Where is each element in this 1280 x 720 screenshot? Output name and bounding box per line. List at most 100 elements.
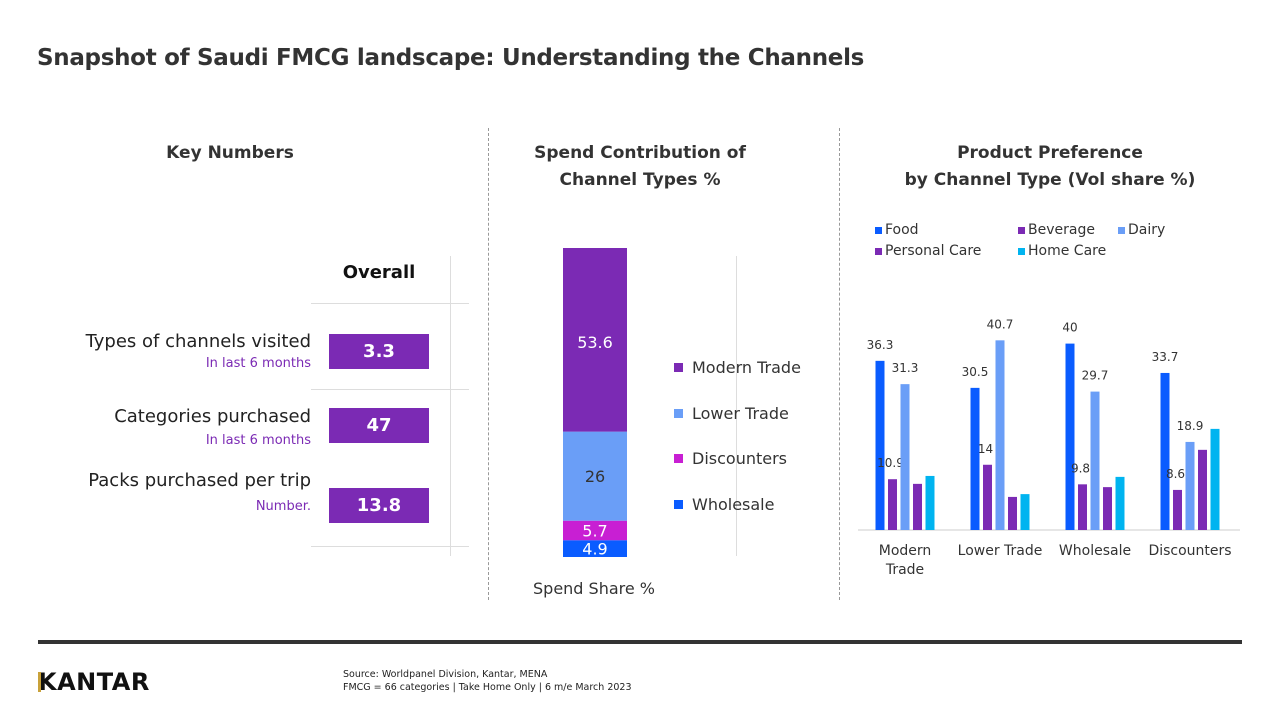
legend-swatch [674, 454, 683, 464]
source-line: FMCG = 66 categories | Take Home Only | … [343, 682, 632, 693]
footer-rule [38, 640, 1242, 644]
spend-bar-segment [563, 431, 627, 521]
bar-dairy [1090, 391, 1100, 530]
bar-personal-care [1008, 496, 1017, 530]
section-divider [839, 128, 840, 600]
bar-food [875, 360, 885, 530]
x-tick-label: Modern [879, 543, 932, 559]
legend-label: Beverage [1028, 222, 1095, 238]
spend-xlabel: Spend Share % [533, 579, 655, 598]
spend-data-label: 53.6 [577, 333, 613, 352]
key-number-label: Types of channels visited [85, 331, 311, 352]
row-divider [311, 546, 469, 547]
legend-item: Lower Trade [674, 391, 801, 437]
bar-dairy [1185, 441, 1195, 530]
overall-header: Overall [342, 262, 416, 283]
legend-item: Dairy [1118, 222, 1165, 238]
legend-label: Home Care [1028, 243, 1107, 259]
key-number-value: 3.3 [329, 334, 429, 369]
bar-data-label: 9.8 [1071, 461, 1090, 475]
spend-bar-segment [563, 248, 627, 432]
bar-data-label: 14 [978, 442, 993, 456]
bar-personal-care [1103, 487, 1112, 530]
bar-food [970, 387, 980, 530]
spend-chart-title-line: Spend Contribution of [534, 143, 746, 163]
bar-data-label: 36.3 [867, 338, 894, 352]
key-number-sublabel: In last 6 months [205, 433, 311, 448]
x-tick-label: Wholesale [1059, 543, 1131, 559]
key-number-value: 47 [329, 408, 429, 443]
spend-bar-segment [563, 540, 627, 557]
logo-accent [38, 672, 41, 692]
bar-beverage [983, 464, 992, 530]
key-number-label: Categories purchased [114, 406, 311, 427]
bar-data-label: 8.6 [1166, 467, 1185, 481]
legend-label: Discounters [692, 449, 787, 469]
legend-swatch [1018, 226, 1025, 234]
legend-swatch [674, 363, 683, 373]
legend-swatch [875, 226, 882, 234]
bar-data-label: 10.9 [877, 456, 904, 470]
legend-label: Modern Trade [692, 358, 801, 378]
x-tick-label: Discounters [1148, 543, 1231, 559]
legend-swatch [1118, 226, 1125, 234]
section-divider [488, 128, 489, 600]
legend-item: Personal Care [875, 243, 981, 259]
bar-home-care [1210, 428, 1220, 530]
legend-item: Beverage [1018, 222, 1095, 238]
product-bar-chart: 36.3 10.9 31.3 Modern Trade 30.5 14 40.7 Lower T… [858, 317, 1240, 578]
row-divider [311, 389, 469, 390]
legend-item: Discounters [674, 436, 801, 482]
legend-item: Wholesale [674, 482, 801, 528]
bar-data-label: 31.3 [892, 361, 919, 375]
product-chart-title-line: Product Preference [957, 143, 1143, 163]
bar-personal-care [1198, 449, 1207, 530]
spend-stacked-bar-chart: 4.95.7 26 53.6 [563, 248, 627, 559]
table-divider [450, 256, 451, 556]
bar-dairy [995, 340, 1005, 530]
legend-label: Wholesale [692, 494, 775, 514]
legend-label: Food [885, 222, 919, 238]
key-number-label: Packs purchased per trip [88, 470, 311, 491]
legend-item: Modern Trade [674, 345, 801, 391]
spend-chart-title-line: Channel Types % [559, 170, 721, 190]
legend-swatch [875, 247, 882, 255]
bar-home-care [1020, 494, 1030, 530]
bar-home-care [1115, 476, 1125, 530]
legend-swatch [1018, 247, 1025, 255]
bar-food [1160, 372, 1170, 530]
source-line: Source: Worldpanel Division, Kantar, MEN… [343, 669, 548, 680]
legend-label: Dairy [1128, 222, 1166, 238]
kantar-logo: KANTAR [38, 668, 150, 696]
x-tick-label: Trade [885, 562, 924, 578]
product-chart-title-line: by Channel Type (Vol share %) [904, 170, 1196, 190]
bar-beverage [1078, 484, 1087, 530]
bar-personal-care [913, 483, 922, 530]
key-number-sublabel: Number. [255, 499, 311, 514]
spend-data-label: 26 [585, 467, 605, 486]
row-divider [311, 303, 469, 304]
bar-data-label: 33.7 [1152, 350, 1179, 364]
bar-home-care [925, 475, 935, 530]
bar-data-label: 40.7 [987, 317, 1014, 331]
key-number-sublabel: In last 6 months [205, 356, 311, 371]
key-number-value: 13.8 [329, 488, 429, 523]
legend-swatch [674, 499, 683, 509]
product-chart-title: Product Preference by Channel Type (Vol … [860, 140, 1240, 194]
bar-beverage [888, 479, 897, 530]
bar-beverage [1173, 489, 1182, 530]
spend-data-label: 4.9 [582, 540, 607, 559]
spend-chart-title: Spend Contribution of Channel Types % [500, 140, 780, 194]
legend-item: Home Care [1018, 243, 1106, 259]
bar-dairy [900, 384, 910, 530]
spend-legend: Modern Trade Lower Trade Discounters Wholes… [674, 345, 801, 527]
legend-label: Lower Trade [692, 403, 789, 423]
bar-food [1065, 343, 1075, 530]
spend-bar-segment [563, 520, 627, 541]
product-legend: Food Beverage Dairy Personal Care Home Care [875, 222, 1235, 266]
page-title: Snapshot of Saudi FMCG landscape: Unders… [37, 45, 865, 71]
bar-data-label: 40 [1062, 321, 1077, 335]
legend-divider [736, 256, 737, 556]
legend-label: Personal Care [885, 243, 982, 259]
bar-data-label: 18.9 [1177, 419, 1204, 433]
